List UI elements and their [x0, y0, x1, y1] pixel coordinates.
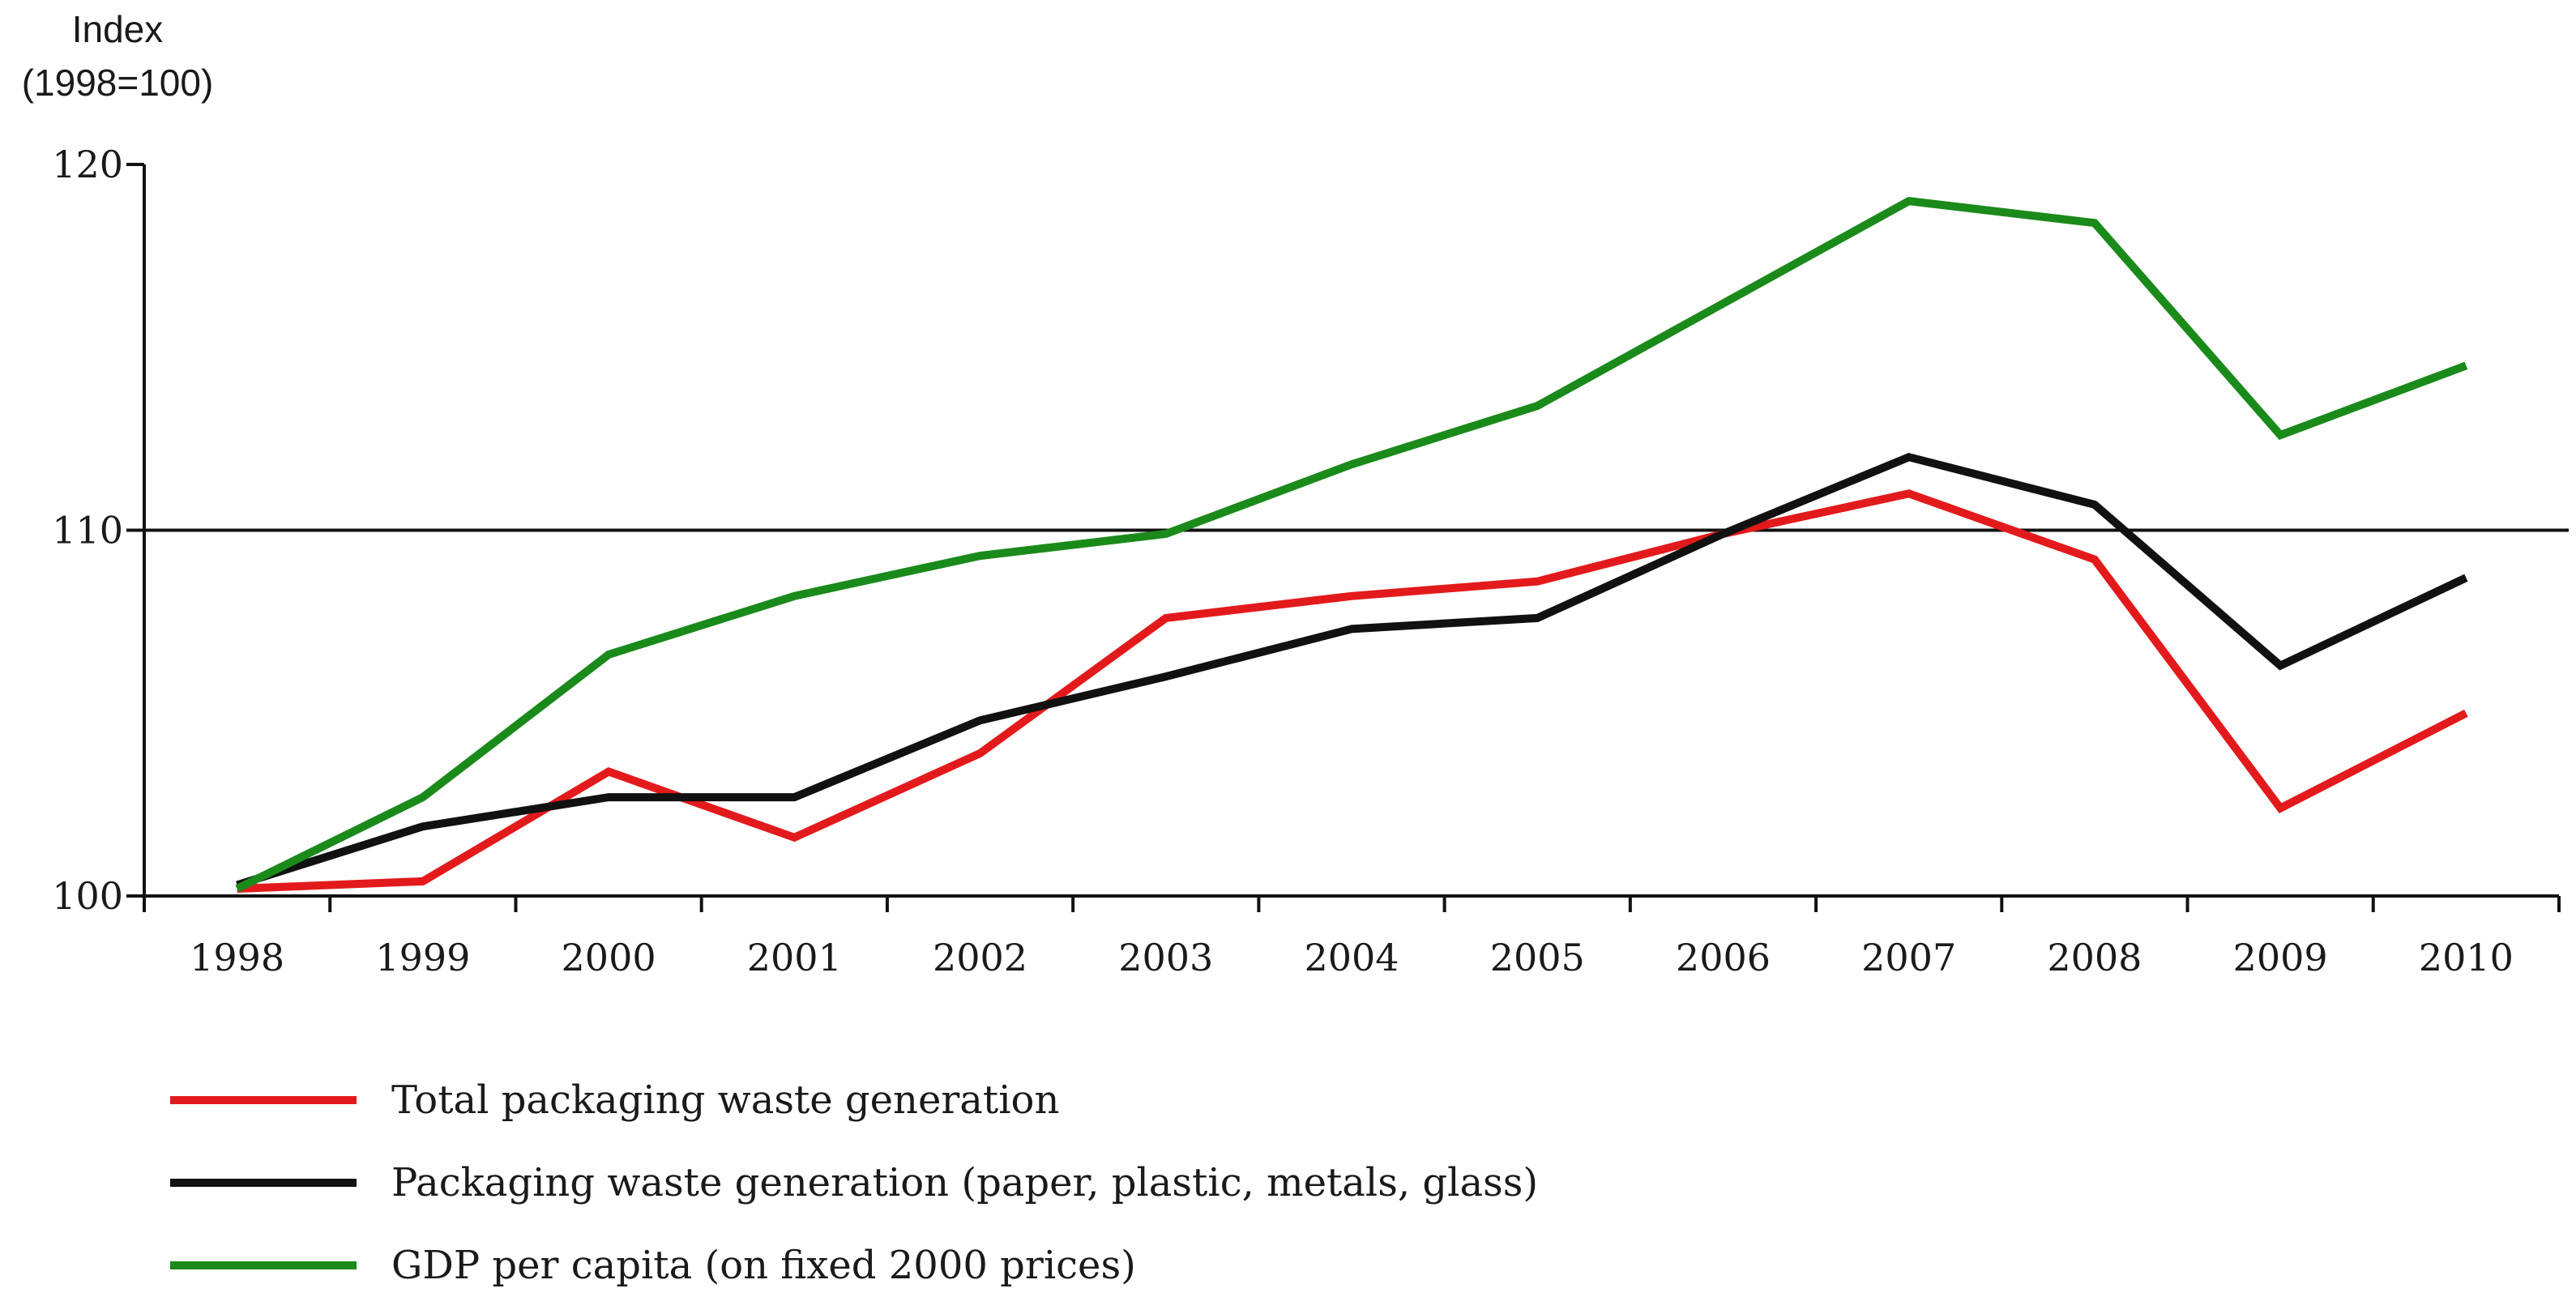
series-2-point-2002: [976, 715, 985, 725]
series-2-point-2008: [2090, 500, 2100, 510]
series-2-point-2009: [2275, 661, 2285, 671]
x-tick-label-1998: 1998: [190, 936, 284, 979]
series-1-point-2005: [1532, 577, 1542, 587]
series-3-point-2005: [1532, 401, 1542, 411]
series-line-3: [235, 197, 2468, 893]
series-1-point-2010: [2461, 708, 2471, 718]
series-2-point-2001: [789, 792, 799, 802]
series-2-point-2004: [1347, 624, 1356, 634]
x-tick-label-2005: 2005: [1490, 936, 1585, 979]
legend-label-3: GDP per capita (on fixed 2000 prices): [391, 1243, 1136, 1288]
x-tick-label-2006: 2006: [1676, 936, 1771, 979]
series-1-point-2004: [1347, 591, 1356, 601]
series-3-point-2006: [1718, 299, 1728, 309]
series-3-point-2000: [604, 650, 613, 659]
legend: Total packaging waste generation Packagin…: [170, 1077, 1538, 1288]
series-1-point-1999: [418, 877, 428, 886]
series-3-point-2001: [789, 591, 799, 601]
axes: 100 110 120 1998 1999 2000 2001 2002 2003 2004 200…: [52, 143, 2561, 979]
y-axis-title-index: Index: [72, 8, 164, 50]
legend-label-1: Total packaging waste generation: [391, 1077, 1059, 1123]
x-tick-label-2003: 2003: [1118, 936, 1213, 979]
series-3-point-2009: [2275, 430, 2285, 440]
x-tick-label-2004: 2004: [1304, 936, 1399, 979]
series-3-point-2002: [976, 551, 985, 561]
x-tick-label-1999: 1999: [375, 936, 470, 979]
series-2-point-2007: [1904, 452, 1914, 462]
series-3-point-1998: [233, 884, 242, 894]
x-tick-label-2000: 2000: [562, 936, 656, 979]
series-2-point-2003: [1161, 672, 1171, 681]
x-tick-label-2008: 2008: [2047, 936, 2142, 979]
series-3-point-2007: [1904, 196, 1914, 206]
x-tick-label-2002: 2002: [933, 936, 1027, 979]
series-1-point-2000: [604, 766, 613, 776]
x-tick-label-2009: 2009: [2233, 936, 2328, 979]
series-1-point-2003: [1161, 613, 1171, 623]
series-1-point-2002: [976, 749, 985, 758]
series-3-point-2008: [2090, 218, 2100, 228]
series-3-point-2004: [1347, 459, 1356, 469]
series-line-2: [236, 452, 2468, 890]
series-1-point-2001: [789, 833, 799, 843]
series-line-1: [237, 489, 2468, 893]
series-1-point-2007: [1904, 488, 1914, 498]
series-3-point-2010: [2461, 360, 2471, 370]
x-tick-label-2010: 2010: [2419, 936, 2514, 979]
series-1-point-2009: [2275, 804, 2285, 813]
series-2-point-2005: [1532, 613, 1542, 623]
legend-label-2: Packaging waste generation (paper, plast…: [391, 1160, 1538, 1205]
series-2-point-2010: [2461, 573, 2471, 582]
series-2-point-2000: [604, 792, 613, 802]
series-2-point-1999: [418, 821, 428, 831]
y-axis-title-base: (1998=100): [22, 62, 214, 104]
x-tick-label-2001: 2001: [747, 936, 842, 979]
series-3-point-2003: [1161, 529, 1171, 539]
series-1-point-2008: [2090, 555, 2100, 565]
y-tick-label-100: 100: [52, 874, 123, 918]
series: [233, 196, 2471, 894]
series-2-point-2006: [1718, 529, 1728, 539]
y-tick-label-120: 120: [52, 143, 123, 186]
series-3-point-1999: [418, 792, 428, 802]
y-tick-label-110: 110: [52, 509, 123, 552]
x-tick-label-2007: 2007: [1861, 936, 1956, 979]
